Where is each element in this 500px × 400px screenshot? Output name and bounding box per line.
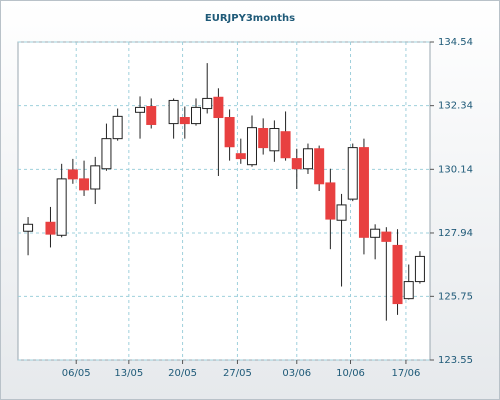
y-tick-label: 125.75 — [438, 291, 473, 302]
candle-body — [381, 231, 392, 242]
candle-body — [336, 204, 347, 221]
x-tick-label: 10/06 — [336, 368, 365, 379]
x-tick-label: 06/05 — [62, 368, 91, 379]
candle-body — [258, 128, 269, 149]
candle-body — [325, 182, 336, 220]
candle-body — [179, 117, 190, 125]
candle-body — [358, 147, 369, 238]
candle-body — [235, 153, 246, 160]
x-tick-label: 20/05 — [168, 368, 197, 379]
candle-body — [392, 244, 403, 305]
candle-body — [45, 221, 56, 235]
y-tick-label: 132.34 — [438, 101, 473, 112]
candle-body — [403, 281, 414, 300]
x-tick-label: 17/06 — [392, 368, 421, 379]
y-tick-label: 123.55 — [438, 355, 473, 366]
candle-body — [79, 178, 90, 191]
candle-body — [347, 147, 358, 200]
candle-body — [414, 255, 425, 283]
candle-body — [246, 127, 257, 166]
y-tick-label: 134.54 — [438, 37, 473, 48]
candle-body — [269, 128, 280, 152]
chart-title: EURJPY3months — [205, 13, 295, 24]
candle-body — [370, 228, 381, 238]
x-tick-label: 03/06 — [282, 368, 311, 379]
candle-body — [23, 223, 34, 232]
candle-body — [135, 106, 146, 113]
candle-body — [146, 106, 157, 125]
y-tick-label: 130.14 — [438, 164, 473, 175]
candle-body — [213, 96, 224, 119]
candle-body — [202, 97, 213, 110]
candle-body — [90, 165, 101, 190]
candle-body — [168, 99, 179, 125]
candle-body — [56, 178, 67, 236]
y-tick-label: 127.94 — [438, 228, 473, 239]
candle-body — [280, 131, 291, 159]
candle-body — [191, 106, 202, 125]
candle-body — [101, 138, 112, 170]
x-tick-label: 13/05 — [114, 368, 143, 379]
candle-body — [112, 115, 123, 140]
candle-body — [224, 117, 235, 148]
candle-body — [291, 158, 302, 170]
candle-body — [67, 169, 78, 180]
candle-body — [314, 148, 325, 185]
x-tick-label: 27/05 — [223, 368, 252, 379]
candle-body — [302, 148, 313, 170]
